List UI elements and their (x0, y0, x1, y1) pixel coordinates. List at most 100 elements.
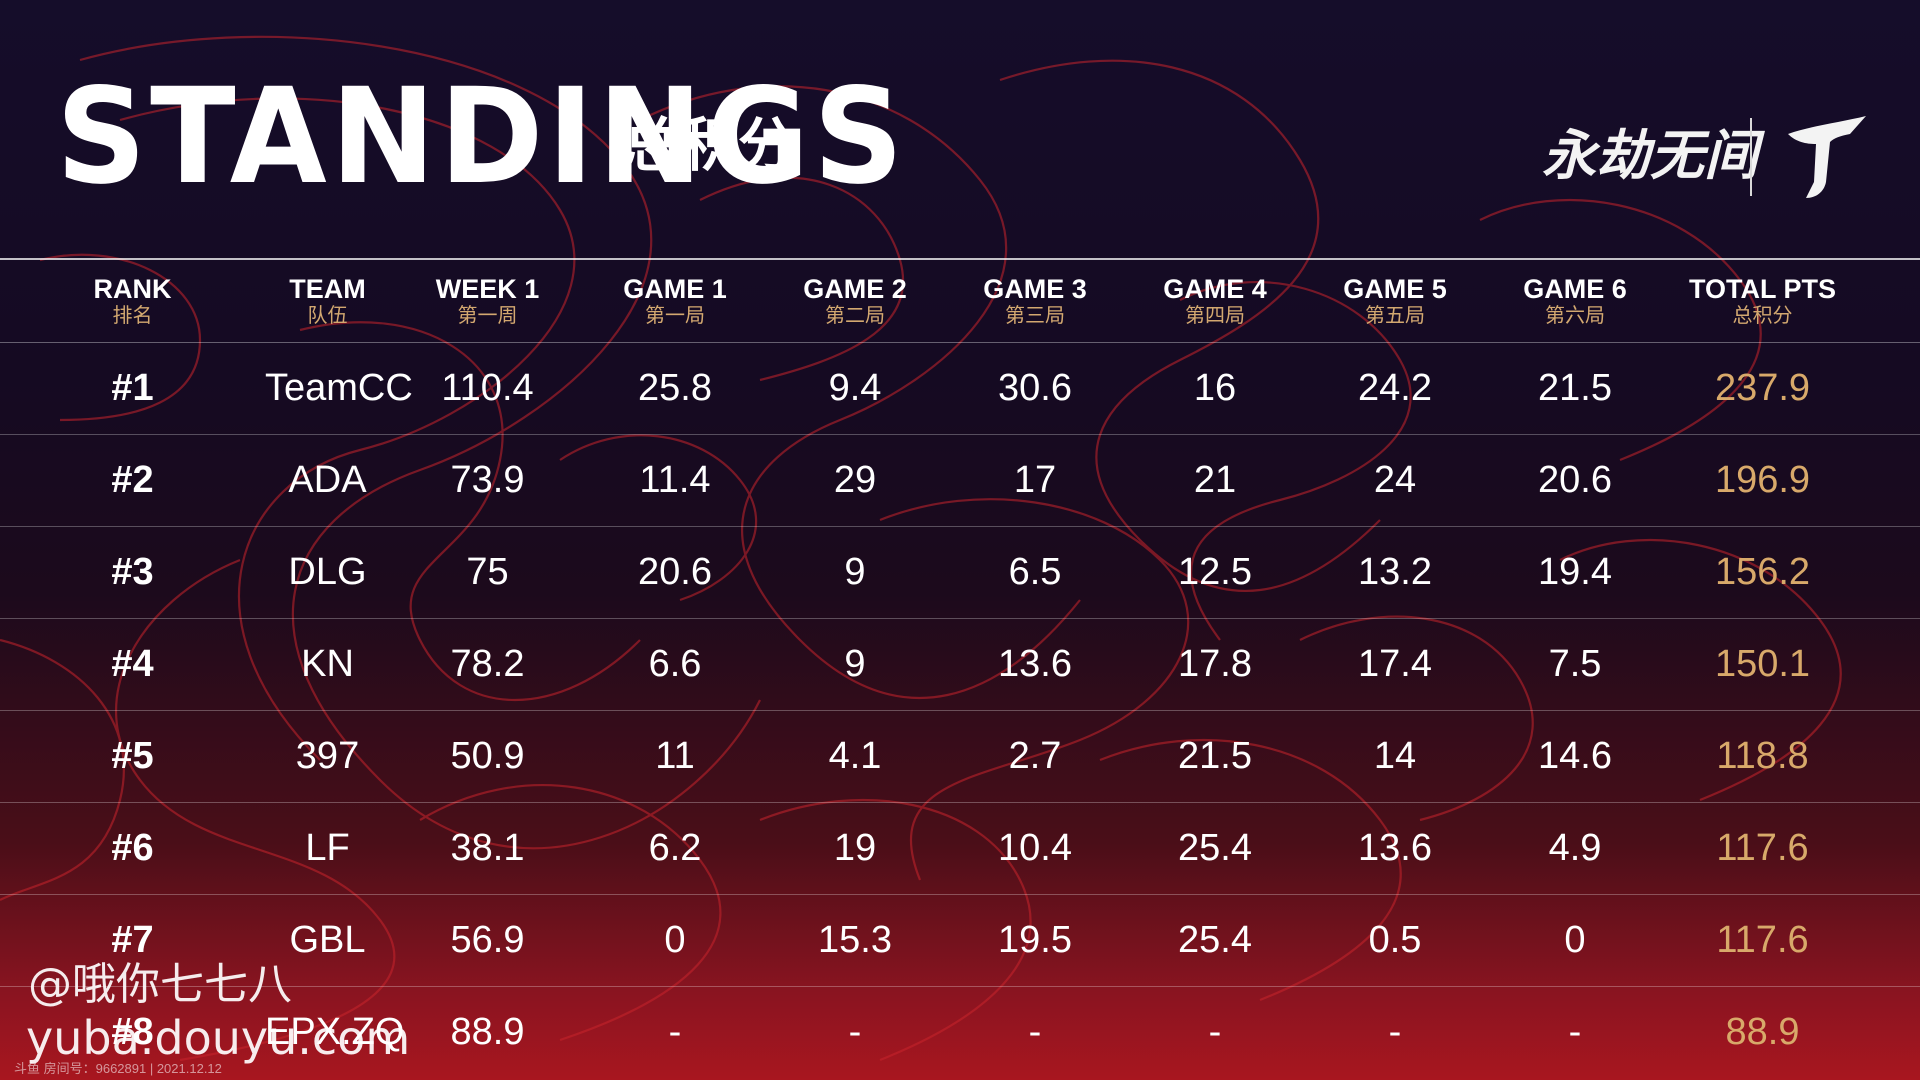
col-team: TEAM 队伍 (289, 274, 366, 327)
total-cell: 150.1 (1714, 643, 1811, 685)
team-cell: GBL (289, 919, 366, 961)
game2-cell: 9 (844, 551, 866, 593)
watermark-handle: @哦你七七八 (28, 959, 292, 1010)
week1-cell: 88.9 (450, 1011, 525, 1053)
page-title-cn: 总积分 (622, 111, 797, 179)
table-row: #6 LF 38.1 6.2 19 10.4 25.4 13.6 4.9 117… (0, 803, 1920, 895)
game2-cell: 29 (833, 459, 877, 501)
total-cell: 156.2 (1714, 551, 1811, 593)
game6-cell: 20.6 (1538, 459, 1612, 501)
game3-cell: 10.4 (998, 827, 1072, 869)
table-row: #3 DLG 75 20.6 9 6.5 12.5 13.2 19.4 156.… (0, 527, 1920, 619)
col-game1: GAME 1 第一局 (623, 274, 727, 327)
game2-cell: 9 (844, 643, 866, 685)
rank-cell: #6 (111, 827, 154, 869)
total-cell: 118.8 (1716, 735, 1809, 777)
game4-cell: - (1208, 1011, 1222, 1053)
col-game3: GAME 3 第三局 (983, 274, 1087, 327)
game6-cell: - (1568, 1011, 1582, 1053)
table-row: #7 GBL 56.9 0 15.3 19.5 25.4 0.5 0 117.6 (0, 895, 1920, 987)
total-cell: 237.9 (1714, 367, 1811, 409)
game6-cell: 21.5 (1538, 367, 1612, 409)
game1-cell: 20.6 (638, 551, 712, 593)
game3-cell: 2.7 (1008, 735, 1062, 777)
col-game6: GAME 6 第六局 (1523, 274, 1627, 327)
header: STANDINGS 总积分 永劫无间 (0, 0, 1920, 258)
game4-cell: 21 (1193, 459, 1237, 501)
game-logo-text: 永劫无间 (1542, 123, 1758, 187)
col-game4: GAME 4 第四局 (1163, 274, 1267, 327)
game2-cell: 4.1 (828, 735, 882, 777)
game5-cell: - (1388, 1011, 1402, 1053)
game2-cell: 19 (833, 827, 877, 869)
table-row: #2 ADA 73.9 11.4 29 17 21 24 20.6 196.9 (0, 435, 1920, 527)
col-week1: WEEK 1 第一周 (435, 274, 540, 327)
game2-cell: 15.3 (818, 919, 892, 961)
j-emblem-icon (1788, 116, 1866, 198)
week1-cell: 56.9 (450, 919, 525, 961)
page-title: STANDINGS (56, 60, 908, 214)
week1-cell: 50.9 (450, 735, 525, 777)
game5-cell: 24 (1373, 459, 1417, 501)
game6-cell: 19.4 (1538, 551, 1612, 593)
game1-cell: - (668, 1011, 682, 1053)
game1-cell: 6.6 (648, 643, 702, 685)
week1-cell: 78.2 (450, 643, 525, 685)
game4-cell: 25.4 (1178, 827, 1252, 869)
watermark-url: yuba.douyu.com (26, 1011, 411, 1065)
game2-cell: - (848, 1011, 862, 1053)
game1-cell: 6.2 (648, 827, 702, 869)
game5-cell: 13.2 (1358, 551, 1432, 593)
rank-cell: #2 (111, 459, 154, 501)
total-cell: 117.6 (1716, 827, 1809, 869)
rank-cell: #7 (111, 919, 154, 961)
game5-cell: 0.5 (1368, 919, 1422, 961)
game3-cell: 30.6 (998, 367, 1072, 409)
game4-cell: 12.5 (1178, 551, 1252, 593)
col-total: TOTAL PTS 总积分 (1688, 274, 1836, 327)
standings-table: RANK 排名 TEAM 队伍 WEEK 1 第一周 GAME 1 第一局 GAME 2… (0, 258, 1920, 1078)
sponsor-logo: 永劫无间 (1530, 110, 1870, 200)
game1-cell: 11.4 (639, 459, 711, 501)
table-row: #5 397 50.9 11 4.1 2.7 21.5 14 14.6 118.… (0, 711, 1920, 803)
game4-cell: 21.5 (1178, 735, 1252, 777)
team-cell: DLG (288, 551, 367, 593)
total-cell: 196.9 (1714, 459, 1811, 501)
game6-cell: 0 (1564, 919, 1586, 961)
game6-cell: 4.9 (1548, 827, 1602, 869)
rank-cell: #1 (111, 367, 154, 409)
game3-cell: 6.5 (1008, 551, 1062, 593)
rank-cell: #4 (111, 643, 154, 685)
rank-cell: #5 (111, 735, 154, 777)
game5-cell: 17.4 (1358, 643, 1432, 685)
game1-cell: 11 (655, 735, 695, 777)
team-cell: 397 (295, 735, 360, 777)
game4-cell: 17.8 (1178, 643, 1252, 685)
table-row: #8 EPX.ZQ 88.9 - - - - - - 88.9 (0, 987, 1920, 1078)
game3-cell: 19.5 (998, 919, 1072, 961)
col-game2: GAME 2 第二局 (803, 274, 907, 327)
rank-cell: #8 (111, 1011, 154, 1053)
game4-cell: 25.4 (1178, 919, 1252, 961)
game5-cell: 24.2 (1358, 367, 1432, 409)
game3-cell: 17 (1013, 459, 1057, 501)
table-row: #4 KN 78.2 6.6 9 13.6 17.8 17.4 7.5 150.… (0, 619, 1920, 711)
col-rank: RANK 排名 (93, 274, 172, 327)
table-header-row: RANK 排名 TEAM 队伍 WEEK 1 第一周 GAME 1 第一局 GAME 2… (0, 258, 1920, 343)
game5-cell: 14 (1373, 735, 1417, 777)
team-cell: KN (301, 643, 354, 685)
team-cell: EPX.ZQ (265, 1011, 405, 1053)
week1-cell: 38.1 (450, 827, 525, 869)
game1-cell: 25.8 (638, 367, 712, 409)
stream-footnote: 斗鱼 房间号：9662891 | 2021.12.12 (14, 1061, 222, 1076)
total-cell: 117.6 (1716, 919, 1809, 961)
team-cell: ADA (288, 459, 367, 501)
logo-divider (1750, 118, 1752, 196)
game1-cell: 0 (664, 919, 686, 961)
week1-cell: 75 (466, 551, 509, 593)
game2-cell: 9.4 (828, 367, 882, 409)
game5-cell: 13.6 (1358, 827, 1432, 869)
game6-cell: 7.5 (1548, 643, 1602, 685)
table-row: #1 TeamCC 110.4 25.8 9.4 30.6 16 24.2 21… (0, 343, 1920, 435)
